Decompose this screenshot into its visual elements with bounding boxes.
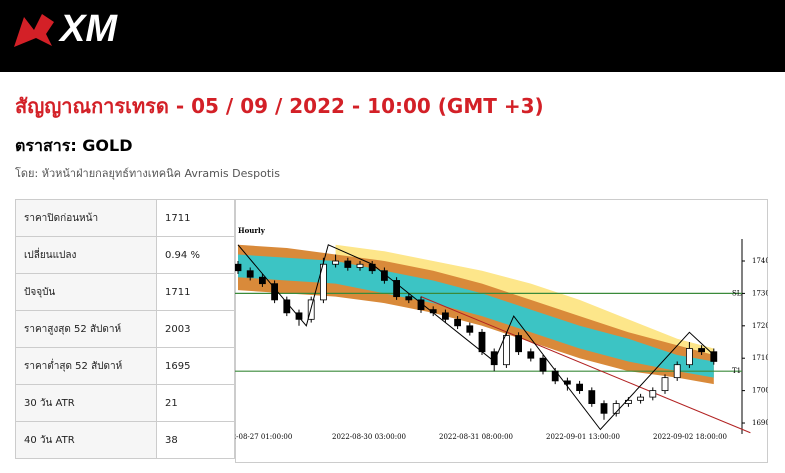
candle-body xyxy=(515,335,523,353)
y-tick-label: 1730 xyxy=(752,289,768,297)
table-cell: 1711 xyxy=(156,199,235,237)
level-label: SL xyxy=(732,289,742,297)
y-tick-label: 1690 xyxy=(752,419,768,427)
header-bar: XM xyxy=(0,0,785,72)
x-tick-label: 2022-09-02 18:00:00 xyxy=(653,433,727,441)
candle-body xyxy=(246,270,254,278)
candle-body xyxy=(661,377,669,392)
candle-body xyxy=(649,390,657,398)
candle-body xyxy=(368,263,376,272)
table-row: 30 วัน ATR 21 xyxy=(15,384,235,422)
candle-body xyxy=(478,331,486,353)
candle-body xyxy=(380,270,388,281)
logo-icon xyxy=(14,14,54,47)
candle-body xyxy=(454,318,462,327)
y-tick-label: 1740 xyxy=(752,257,768,265)
x-tick-label: 2-08-27 01:00:00 xyxy=(235,433,292,441)
x-tick-label: 2022-09-01 13:00:00 xyxy=(546,433,620,441)
level-label: T1 xyxy=(732,367,741,375)
instrument: ตราสาร: GOLD xyxy=(15,136,133,155)
table-cell: ราคาปิดก่อนหน้า xyxy=(15,199,157,237)
x-tick-label: 2022-08-30 03:00:00 xyxy=(332,433,406,441)
candle-body xyxy=(502,335,510,366)
table-row: 40 วัน ATR 38 xyxy=(15,421,235,459)
stats-table: ราคาปิดก่อนหน้า 1711 เปลี่ยนแปลง 0.94 % ปัจจ… xyxy=(15,199,235,459)
candle-body xyxy=(588,390,596,404)
candle-body xyxy=(673,364,681,379)
table-cell: 30 วัน ATR xyxy=(15,384,157,422)
table-cell: 40 วัน ATR xyxy=(15,421,157,459)
author: โดย: หัวหน้าฝ่ายกลยุทธ์ทางเทคนิค Avramis… xyxy=(15,167,280,180)
logo[interactable]: XM xyxy=(60,8,117,50)
candle-body xyxy=(490,351,498,366)
chart-label: Hourly xyxy=(238,226,266,235)
candle-body xyxy=(698,348,706,353)
table-cell: 2003 xyxy=(156,310,235,348)
candle-body xyxy=(417,299,425,311)
table-cell: 1711 xyxy=(156,273,235,311)
candle-body xyxy=(576,383,584,392)
candle-body xyxy=(356,263,364,268)
y-tick-label: 1700 xyxy=(752,387,768,395)
band xyxy=(238,254,714,378)
candle-body xyxy=(539,357,547,372)
candle-body xyxy=(283,299,291,314)
candle-body xyxy=(405,296,413,301)
candle-body xyxy=(393,280,401,298)
trendline xyxy=(420,296,751,434)
y-tick-label: 1710 xyxy=(752,354,768,362)
table-row: เปลี่ยนแปลง 0.94 % xyxy=(15,236,235,274)
y-tick-label: 1720 xyxy=(752,322,768,330)
candle-body xyxy=(441,312,449,320)
candle-body xyxy=(235,263,242,272)
candle-body xyxy=(710,351,718,362)
table-cell: เปลี่ยนแปลง xyxy=(15,236,157,274)
table-cell: ราคาสูงสุด 52 สัปดาห์ xyxy=(15,310,157,348)
candle-body xyxy=(527,351,535,359)
x-tick-label: 2022-08-31 08:00:00 xyxy=(439,433,513,441)
candle-body xyxy=(600,403,608,414)
candle-body xyxy=(637,396,645,401)
table-cell: ปัจจุบัน xyxy=(15,273,157,311)
table-cell: 0.94 % xyxy=(156,236,235,274)
table-row: ราคาปิดก่อนหน้า 1711 xyxy=(15,199,235,237)
table-row: ปัจจุบัน 1711 xyxy=(15,273,235,311)
zigzag xyxy=(237,244,715,431)
candle-body xyxy=(258,276,266,285)
candle-body xyxy=(685,348,693,366)
title: สัญญาณการเทรด - 05 / 09 / 2022 - 10:00 (… xyxy=(15,94,544,118)
candle-body xyxy=(332,260,339,265)
table-cell: 21 xyxy=(156,384,235,422)
candle-body xyxy=(344,260,352,268)
candle-body xyxy=(466,325,474,333)
chart: Hourly 1690 1700 1710 1720 1730 1740 2-08-27 0… xyxy=(235,199,768,463)
table-row: ราคาสูงสุด 52 สัปดาห์ 2003 xyxy=(15,310,235,348)
table-cell: 1695 xyxy=(156,347,235,385)
table-row: ราคาต่ำสุด 52 สัปดาห์ 1695 xyxy=(15,347,235,385)
table-cell: ราคาต่ำสุด 52 สัปดาห์ xyxy=(15,347,157,385)
candle-body xyxy=(295,312,303,320)
table-cell: 38 xyxy=(156,421,235,459)
